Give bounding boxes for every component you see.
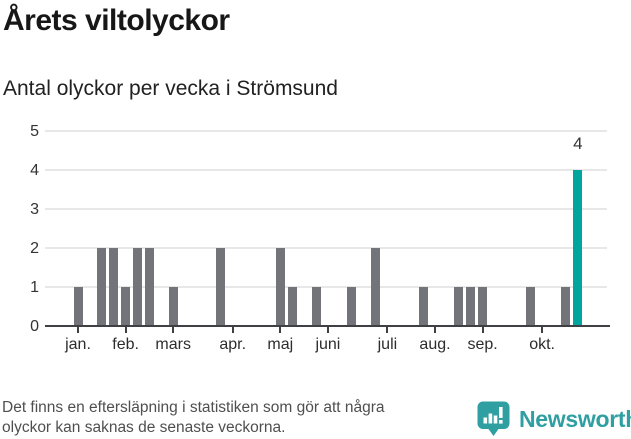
- month-label: okt.: [529, 336, 555, 353]
- bar: [466, 286, 476, 326]
- bar: [347, 286, 357, 326]
- page-title: Årets viltolyckor: [3, 4, 230, 37]
- bar: [216, 247, 226, 326]
- gridline: [45, 246, 607, 249]
- month-label: apr.: [219, 336, 247, 353]
- bar: [168, 286, 178, 326]
- bar: [133, 247, 142, 326]
- month-tick: [124, 327, 127, 333]
- gridline: [45, 207, 607, 210]
- month-label: sep.: [467, 336, 498, 353]
- bar: [371, 247, 380, 326]
- gridline: [45, 168, 607, 171]
- gridline: [45, 285, 607, 288]
- bar: [73, 286, 83, 326]
- month-tick: [279, 327, 282, 333]
- bar: [109, 247, 119, 326]
- bar: [311, 286, 321, 326]
- y-axis-label: 0: [30, 318, 39, 335]
- footer-note: Det finns en eftersläpning i statistiken…: [2, 398, 385, 438]
- y-axis-label: 3: [30, 200, 39, 218]
- bar-value-label: 4: [573, 134, 583, 153]
- bar: [561, 286, 571, 326]
- month-label: mars: [155, 336, 191, 353]
- bar: [454, 286, 464, 326]
- bar: [418, 286, 428, 326]
- bar: [275, 247, 285, 326]
- month-tick: [172, 327, 175, 333]
- month-label: aug.: [419, 336, 451, 353]
- bar: [478, 286, 488, 326]
- y-axis-label: 1: [30, 278, 39, 296]
- month-label: juli: [377, 336, 398, 353]
- newsworthy-logo-icon: [477, 401, 510, 436]
- newsworthy-brand-text: Newsworthy: [519, 406, 631, 432]
- bar: [144, 247, 154, 326]
- bar: [525, 286, 535, 326]
- chart-subtitle: Antal olyckor per vecka i Strömsund: [3, 77, 338, 100]
- gridline: [45, 129, 607, 132]
- month-label: feb.: [112, 336, 139, 353]
- month-label: jan.: [65, 336, 91, 353]
- y-axis-label: 4: [30, 161, 39, 179]
- month-tick: [326, 327, 329, 333]
- bar: [287, 286, 297, 326]
- y-axis-label: 2: [30, 239, 39, 257]
- newsworthy-logo: Newsworthy: [477, 401, 631, 437]
- footer-note-line: Det finns en eftersläpning i statistiken…: [2, 399, 385, 416]
- month-tick: [231, 327, 234, 333]
- y-axis-label: 5: [30, 122, 39, 140]
- x-axis-line: [45, 325, 610, 327]
- month-tick: [541, 327, 544, 333]
- footer-note-line: olyckor kan saknas de senaste veckorna.: [2, 419, 286, 436]
- month-tick: [386, 327, 389, 333]
- month-label: maj: [267, 336, 294, 353]
- month-tick: [77, 327, 79, 333]
- bar: [97, 247, 107, 326]
- month-label: juni: [315, 336, 341, 353]
- bar: [121, 286, 131, 326]
- highlighted-bar: [573, 169, 583, 326]
- month-tick: [434, 327, 436, 333]
- month-tick: [481, 327, 484, 333]
